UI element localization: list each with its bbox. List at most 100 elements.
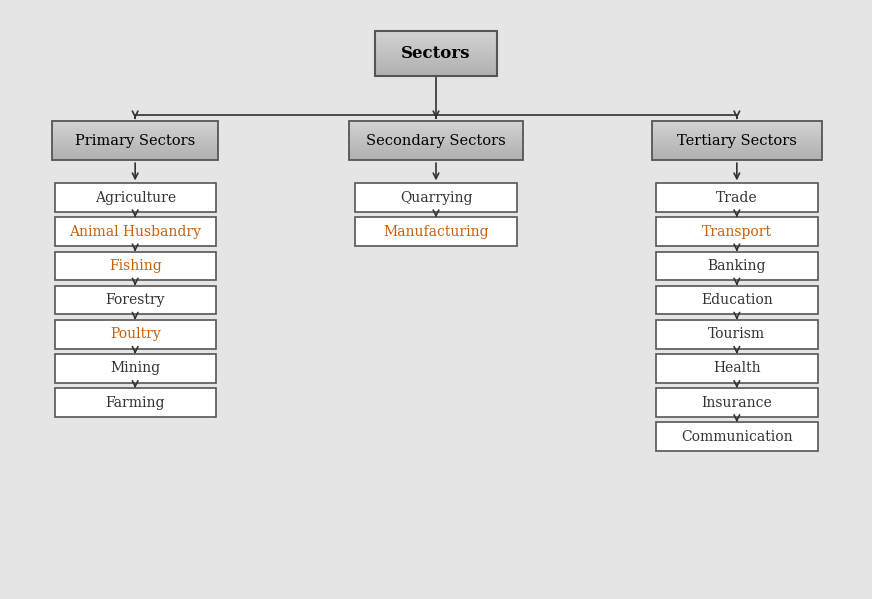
- Bar: [656, 183, 818, 212]
- Bar: [54, 354, 216, 383]
- Bar: [375, 42, 497, 44]
- Bar: [349, 124, 523, 125]
- Bar: [375, 66, 497, 67]
- Bar: [375, 45, 497, 46]
- Bar: [651, 133, 821, 134]
- Bar: [52, 147, 218, 149]
- Bar: [375, 71, 497, 72]
- Bar: [52, 121, 218, 160]
- Text: Mining: Mining: [110, 361, 160, 376]
- Bar: [54, 217, 216, 246]
- Bar: [375, 57, 497, 58]
- Bar: [656, 320, 818, 349]
- Bar: [52, 137, 218, 138]
- Bar: [375, 33, 497, 34]
- Bar: [375, 41, 497, 42]
- Bar: [651, 135, 821, 137]
- Bar: [656, 252, 818, 280]
- Text: Quarrying: Quarrying: [399, 190, 473, 205]
- Bar: [651, 143, 821, 144]
- Bar: [349, 133, 523, 134]
- Bar: [52, 143, 218, 144]
- Bar: [375, 62, 497, 63]
- Bar: [651, 141, 821, 142]
- Bar: [52, 142, 218, 143]
- Text: Insurance: Insurance: [701, 395, 773, 410]
- Text: Fishing: Fishing: [109, 259, 161, 273]
- Bar: [52, 121, 218, 123]
- Bar: [349, 137, 523, 138]
- Text: Forestry: Forestry: [106, 293, 165, 307]
- Bar: [52, 151, 218, 152]
- Bar: [349, 135, 523, 137]
- Bar: [52, 125, 218, 126]
- Text: Poultry: Poultry: [110, 327, 160, 341]
- Text: Agriculture: Agriculture: [94, 190, 176, 205]
- Bar: [52, 150, 218, 151]
- Bar: [375, 72, 497, 73]
- Bar: [52, 158, 218, 159]
- Bar: [651, 142, 821, 143]
- Bar: [651, 155, 821, 156]
- Bar: [651, 152, 821, 154]
- Text: Animal Husbandry: Animal Husbandry: [69, 225, 201, 239]
- Bar: [52, 128, 218, 129]
- Text: Communication: Communication: [681, 429, 793, 444]
- Bar: [651, 150, 821, 151]
- Bar: [52, 134, 218, 135]
- Text: Secondary Sectors: Secondary Sectors: [366, 134, 506, 148]
- Bar: [375, 31, 497, 33]
- Bar: [349, 146, 523, 147]
- Bar: [349, 149, 523, 150]
- Bar: [651, 144, 821, 146]
- Bar: [651, 151, 821, 152]
- Bar: [52, 149, 218, 150]
- Bar: [375, 39, 497, 40]
- Bar: [52, 138, 218, 140]
- Bar: [651, 121, 821, 123]
- Text: Health: Health: [713, 361, 760, 376]
- Bar: [375, 74, 497, 75]
- Bar: [375, 34, 497, 36]
- Bar: [375, 69, 497, 70]
- Bar: [52, 146, 218, 147]
- Bar: [349, 142, 523, 143]
- Bar: [375, 50, 497, 51]
- Bar: [52, 132, 218, 133]
- Bar: [651, 138, 821, 140]
- Bar: [375, 44, 497, 45]
- Bar: [349, 121, 523, 160]
- Bar: [349, 156, 523, 158]
- Bar: [52, 144, 218, 146]
- Bar: [349, 125, 523, 126]
- Bar: [349, 143, 523, 144]
- Bar: [52, 123, 218, 124]
- Bar: [54, 286, 216, 314]
- Bar: [52, 129, 218, 131]
- Bar: [651, 129, 821, 131]
- Bar: [651, 137, 821, 138]
- Bar: [349, 158, 523, 159]
- Bar: [375, 68, 497, 69]
- Bar: [651, 154, 821, 155]
- Bar: [375, 56, 497, 57]
- Bar: [656, 422, 818, 451]
- Bar: [375, 63, 497, 64]
- Bar: [375, 31, 497, 76]
- Bar: [52, 131, 218, 132]
- Text: Trade: Trade: [716, 190, 758, 205]
- Text: Banking: Banking: [707, 259, 766, 273]
- Bar: [52, 156, 218, 158]
- Bar: [375, 48, 497, 49]
- Bar: [349, 131, 523, 132]
- Bar: [349, 121, 523, 123]
- Bar: [349, 132, 523, 133]
- Bar: [52, 155, 218, 156]
- Text: Education: Education: [701, 293, 773, 307]
- Bar: [52, 133, 218, 134]
- Text: Sectors: Sectors: [401, 46, 471, 62]
- Bar: [52, 135, 218, 137]
- Bar: [349, 151, 523, 152]
- Bar: [375, 60, 497, 61]
- Bar: [349, 155, 523, 156]
